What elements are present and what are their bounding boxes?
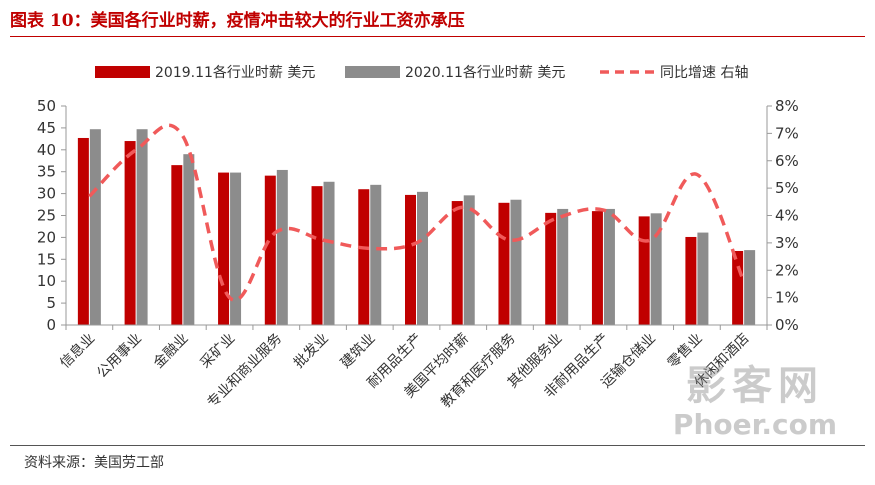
title-divider [10, 36, 865, 37]
legend-label-0: 2019.11各行业时薪 美元 [155, 65, 315, 81]
chart-title: 图表 10：美国各行业时薪，疫情冲击较大的行业工资亦承压 [10, 11, 465, 31]
bar-2019-4 [264, 175, 276, 325]
bar-2020-0 [89, 129, 101, 325]
category-label-5: 批发业 [291, 331, 332, 372]
bar-2019-12 [638, 216, 650, 325]
y-left-tick-label: 25 [37, 207, 56, 225]
y-right-tick-label: 1% [775, 289, 799, 307]
bar-2019-0 [77, 137, 89, 325]
bar-2019-14 [732, 250, 744, 325]
y-left-tick-label: 35 [37, 163, 56, 181]
bar-2020-8 [463, 195, 475, 325]
source-note: 资料来源：美国劳工部 [24, 455, 164, 471]
bar-2020-11 [603, 208, 615, 325]
bar-2020-12 [650, 213, 662, 325]
bar-2020-10 [557, 208, 569, 325]
bar-2019-10 [545, 212, 557, 325]
category-label-3: 采矿业 [197, 331, 238, 372]
y-right-tick-label: 6% [775, 152, 799, 170]
y-right-tick-label: 0% [775, 316, 799, 334]
growth-rate-line [88, 123, 746, 302]
y-right-tick-label: 4% [775, 207, 799, 225]
bar-2020-7 [417, 191, 428, 325]
bar-2020-1 [136, 129, 148, 325]
axes-group: 0 5 10 15 20 25 30 35 40 45 50 0% 1% 2% 3% 4% 5% 6% 7% 8% [37, 97, 799, 334]
bar-2020-2 [183, 154, 195, 325]
bar-2019-6 [358, 189, 370, 325]
category-label-13: 零售业 [665, 331, 706, 372]
bar-2020-14 [744, 250, 756, 325]
bar-2020-13 [697, 232, 709, 325]
legend-swatch-1 [345, 66, 400, 78]
y-right-tick-label: 7% [775, 124, 799, 142]
y-left-tick-label: 15 [37, 250, 56, 268]
bar-2020-6 [370, 184, 382, 325]
bar-2020-4 [276, 169, 288, 325]
y-left-tick-label: 30 [37, 185, 56, 203]
legend-swatch-0 [95, 66, 150, 78]
bar-2020-3 [230, 172, 242, 325]
bar-2019-13 [685, 236, 697, 325]
category-label-6: 建筑业 [338, 331, 379, 372]
bar-2020-5 [323, 181, 335, 325]
y-left-tick-label: 5 [46, 294, 56, 312]
y-right-tick-label: 3% [775, 234, 799, 252]
bar-2019-3 [218, 172, 230, 325]
category-label-1: 公用事业 [94, 331, 145, 382]
category-label-2: 金融业 [151, 331, 192, 372]
bar-2019-2 [171, 165, 183, 325]
bar-2019-1 [124, 141, 136, 325]
growth-line-group [88, 123, 746, 302]
y-right-tick-label: 8% [775, 97, 799, 115]
bars-group [77, 129, 756, 325]
bar-2019-7 [405, 194, 416, 325]
bar-2019-8 [451, 201, 463, 325]
bar-2019-9 [498, 202, 510, 325]
footer-divider [10, 445, 865, 446]
y-left-tick-label: 45 [37, 119, 56, 137]
legend: 2019.11各行业时薪 美元 2020.11各行业时薪 美元 同比增速 右轴 [95, 65, 748, 81]
legend-label-2: 同比增速 右轴 [660, 65, 748, 81]
y-left-tick-label: 50 [37, 97, 56, 115]
legend-label-1: 2020.11各行业时薪 美元 [405, 65, 565, 81]
y-left-tick-label: 20 [37, 228, 56, 246]
bar-2019-5 [311, 186, 323, 325]
y-left-tick-label: 40 [37, 141, 56, 159]
bar-2020-9 [510, 199, 522, 325]
y-right-tick-label: 5% [775, 179, 799, 197]
bar-2019-11 [591, 211, 603, 325]
y-left-tick-label: 10 [37, 272, 56, 290]
y-right-tick-label: 2% [775, 261, 799, 279]
y-left-tick-label: 0 [46, 316, 56, 334]
category-label-0: 信息业 [56, 330, 98, 372]
